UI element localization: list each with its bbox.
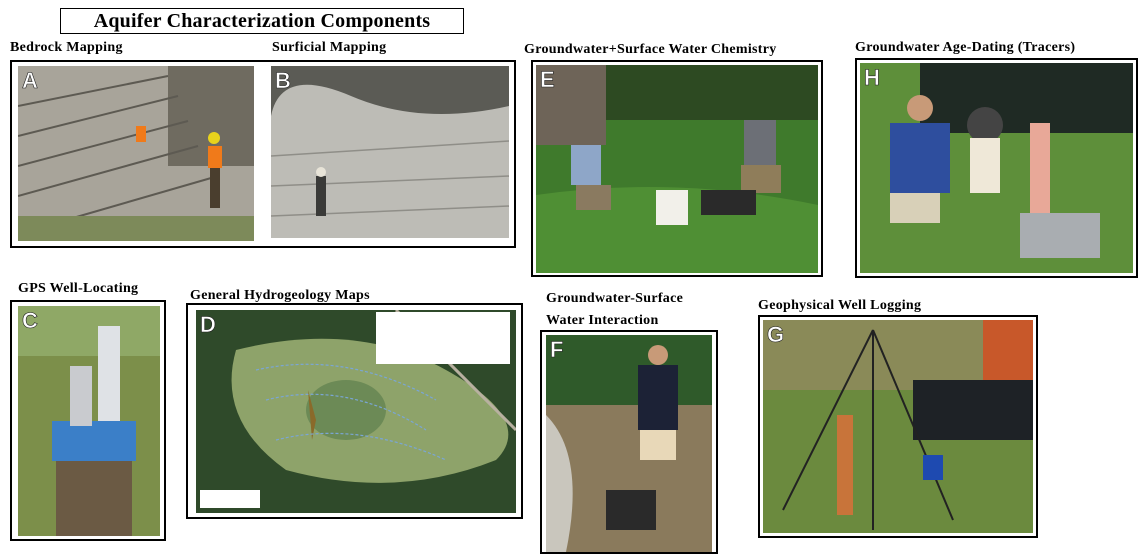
panel-heading: Groundwater+Surface Water Chemistry — [524, 42, 777, 58]
panel-heading: Groundwater Age-Dating (Tracers) — [855, 40, 1075, 56]
panel-heading: Geophysical Well Logging — [758, 298, 921, 314]
photo: F — [546, 335, 712, 552]
panel-heading: General Hydrogeology Maps — [190, 288, 370, 304]
photo: A — [18, 66, 254, 241]
photo: E — [536, 65, 818, 273]
panel-letter: D — [200, 312, 216, 338]
panel-letter: A — [22, 68, 38, 94]
panel-letter: B — [275, 68, 291, 94]
panel-heading: Bedrock Mapping — [10, 40, 123, 56]
photo: C — [18, 306, 160, 536]
panel-letter: C — [22, 308, 38, 334]
photo: B — [271, 66, 509, 238]
panel-letter: F — [550, 337, 563, 363]
panel-heading: Groundwater-Surface — [546, 291, 683, 307]
page: {"title": "Aquifer Characterization Comp… — [0, 0, 1138, 554]
photo: D — [196, 310, 516, 513]
panel-letter: E — [540, 67, 555, 93]
figure-title: Aquifer Characterization Components — [60, 8, 464, 34]
photo: G — [763, 320, 1033, 533]
panel-letter: H — [864, 65, 880, 91]
panel-heading: Surficial Mapping — [272, 40, 386, 56]
panel-heading: GPS Well-Locating — [18, 281, 138, 297]
photo: H — [860, 63, 1133, 273]
panel-letter: G — [767, 322, 784, 348]
panel-heading: Water Interaction — [546, 313, 659, 329]
